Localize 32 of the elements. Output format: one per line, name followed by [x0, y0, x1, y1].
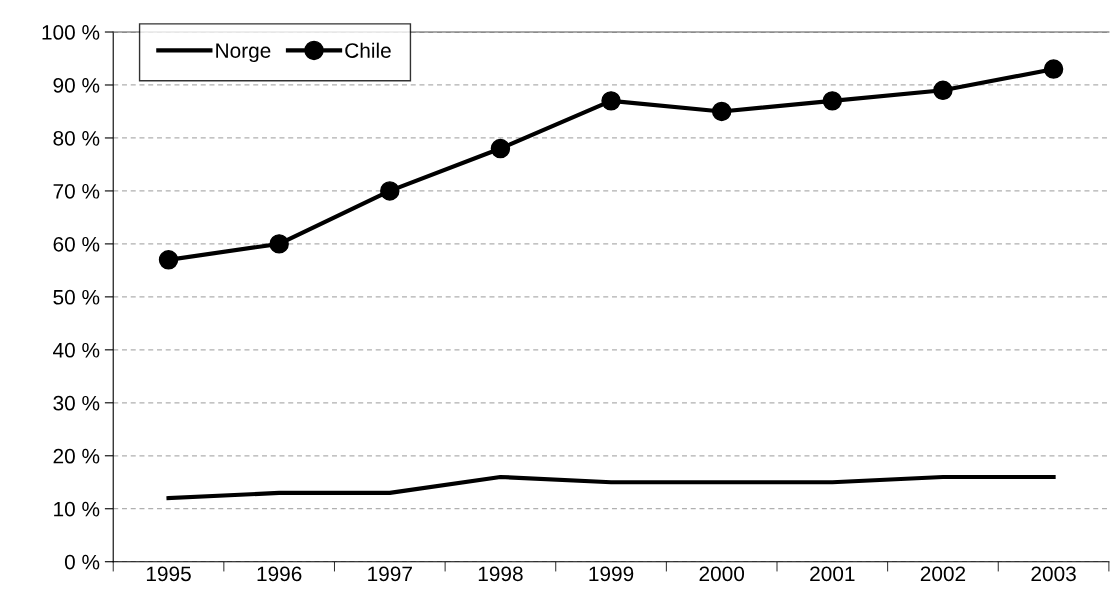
x-tick-label: 1999 — [589, 566, 634, 582]
point — [269, 234, 289, 254]
point — [822, 91, 843, 111]
y-tick-label: 40 % — [53, 342, 100, 358]
x-tick-label: 1998 — [478, 566, 523, 582]
y-tick-label: 10 % — [54, 501, 100, 517]
point — [380, 181, 400, 201]
point — [158, 250, 179, 270]
x-tick-label: 1997 — [368, 566, 412, 582]
y-tick-label: 60 % — [53, 236, 100, 252]
y-tick-label: 0 % — [64, 554, 100, 570]
x-tick-label: 2000 — [699, 566, 745, 582]
y-tick-label: 100 % — [42, 25, 100, 40]
point — [711, 101, 732, 122]
x-tick-label: 1995 — [146, 566, 191, 582]
y-tick-label: 90 % — [53, 77, 100, 93]
y-tick-label: 70 % — [53, 183, 100, 199]
point — [1043, 59, 1064, 79]
point — [490, 138, 511, 159]
y-tick-label: 80 % — [53, 130, 100, 146]
point — [933, 80, 953, 101]
y-tick-label: 20 % — [53, 448, 100, 464]
x-tick-label: 2002 — [920, 566, 966, 582]
legend-label: Chile — [345, 42, 391, 58]
legend-label: Norge — [216, 43, 271, 63]
x-tick-label: 2001 — [810, 566, 855, 582]
x-tick-label: 2003 — [1031, 566, 1076, 582]
x-tick-label: 1996 — [257, 566, 302, 582]
y-tick-label: 30 % — [53, 395, 100, 411]
y-tick-label: 50 % — [53, 289, 100, 305]
line-series — [166, 474, 1056, 501]
point — [601, 91, 621, 111]
